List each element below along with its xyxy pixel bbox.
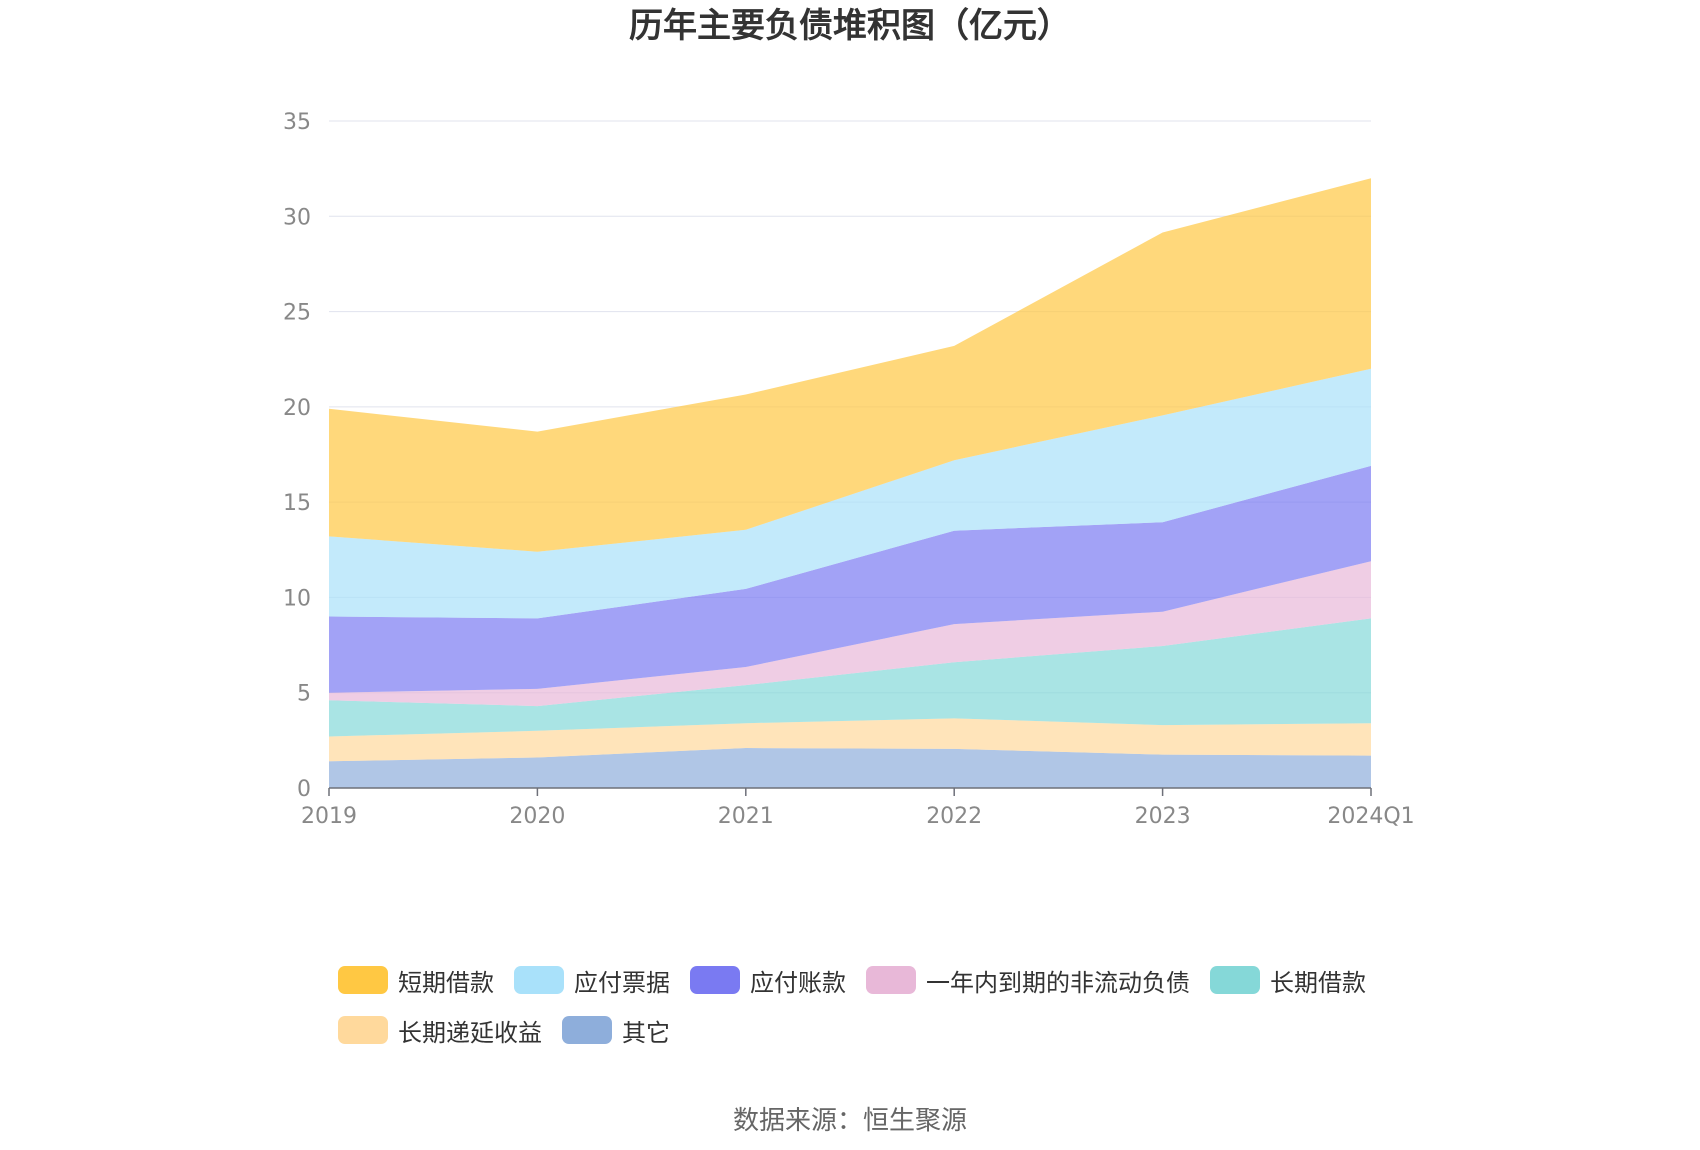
x-tick-label: 2023 <box>1135 804 1191 829</box>
legend-swatch <box>338 966 388 994</box>
area-series[interactable] <box>329 561 1371 707</box>
x-tick-label: 2019 <box>301 804 357 829</box>
chart-title: 历年主要负债堆积图（亿元） <box>629 6 1071 46</box>
x-tick-label: 2022 <box>926 804 982 829</box>
y-tick-label: 35 <box>283 110 311 135</box>
legend-swatch <box>514 966 564 994</box>
legend-item[interactable]: 应付账款 <box>690 963 846 998</box>
legend-item[interactable]: 短期借款 <box>338 963 494 998</box>
area-series[interactable] <box>329 368 1371 619</box>
legend-label: 一年内到期的非流动负债 <box>926 968 1190 997</box>
x-tick-label: 2021 <box>718 804 774 829</box>
legend-label: 其它 <box>622 1018 670 1047</box>
y-tick-label: 15 <box>283 491 311 516</box>
legend-row: 短期借款 应付票据 应付账款 一年内到期的非流动负债 长期借款 <box>338 955 1438 1005</box>
axes: 0 5 10 15 20 25 30 35 2019 2020 2021 2022 2023 2024Q1 <box>283 110 1415 829</box>
legend-label: 长期借款 <box>1270 968 1366 997</box>
legend: 短期借款 应付票据 应付账款 一年内到期的非流动负债 长期借款长期递延收益 其它 <box>338 955 1438 1055</box>
area-series[interactable] <box>329 618 1371 737</box>
area-series[interactable] <box>329 178 1371 552</box>
legend-row: 长期递延收益 其它 <box>338 1005 1438 1055</box>
y-tick-label: 20 <box>283 396 311 421</box>
y-tick-label: 0 <box>297 777 311 802</box>
legend-swatch <box>1210 966 1260 994</box>
y-tick-label: 10 <box>283 586 311 611</box>
x-tick-label: 2024Q1 <box>1327 804 1414 829</box>
x-tick-label: 2020 <box>509 804 565 829</box>
area-series[interactable] <box>329 748 1371 788</box>
legend-label: 长期递延收益 <box>398 1018 542 1047</box>
legend-swatch <box>338 1016 388 1044</box>
area-series[interactable] <box>329 465 1371 693</box>
source-note: 数据来源：恒生聚源 <box>732 1106 967 1136</box>
legend-item[interactable]: 长期借款 <box>1210 963 1366 998</box>
legend-swatch <box>866 966 916 994</box>
legend-label: 应付票据 <box>574 968 670 997</box>
legend-label: 应付账款 <box>750 968 846 997</box>
legend-item[interactable]: 一年内到期的非流动负债 <box>866 963 1190 998</box>
y-tick-label: 30 <box>283 205 311 230</box>
area-series[interactable] <box>329 718 1371 762</box>
y-tick-label: 25 <box>283 301 311 326</box>
legend-item[interactable]: 其它 <box>562 1013 670 1048</box>
legend-swatch <box>690 966 740 994</box>
legend-label: 短期借款 <box>398 968 494 997</box>
legend-item[interactable]: 应付票据 <box>514 963 670 998</box>
y-tick-label: 5 <box>297 682 311 707</box>
legend-item[interactable]: 长期递延收益 <box>338 1013 542 1048</box>
area-series-group <box>329 178 1371 788</box>
legend-swatch <box>562 1016 612 1044</box>
